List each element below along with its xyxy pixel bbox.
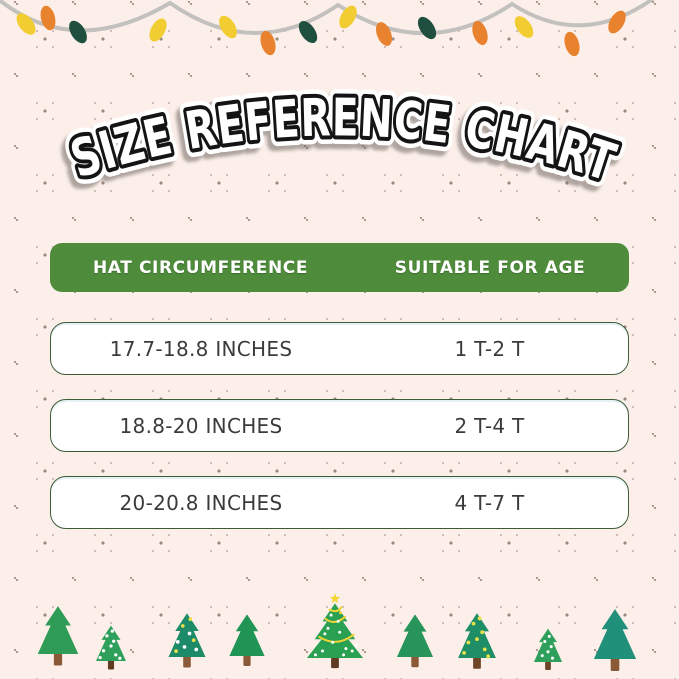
row-age-cell: 1 T-2 T [454,336,525,361]
christmas-tree-icon [96,625,126,670]
row-circumference-cell: 20-20.8 INCHES [119,490,283,515]
table-row: 17.7-18.8 INCHES 1 T-2 T [50,322,629,375]
row-age-cell: 2 T-4 T [454,413,525,438]
light-bulbs [16,5,626,57]
christmas-tree-icon [593,609,637,671]
christmas-tree-icon [458,613,496,669]
christmas-tree-icon [37,606,79,666]
light-bulb-icon [375,22,393,46]
christmas-tree-icon [396,614,434,668]
light-bulb-icon [608,10,626,34]
light-bulb-icon [40,5,56,31]
page-title: SIZE REFERENCE CHART SIZE REFERENCE CHAR… [56,80,631,202]
light-bulb-icon [417,16,437,40]
table-row: 20-20.8 INCHES 4 T-7 T [50,476,629,529]
christmas-lights-garland [0,0,655,57]
light-bulb-icon [472,20,488,46]
tree-garland [318,606,355,643]
table-header: HAT CIRCUMFERENCE SUITABLE FOR AGE [50,243,629,292]
title-fill-layer: SIZE REFERENCE CHART [64,88,622,193]
header-circumference: HAT CIRCUMFERENCE [92,257,309,278]
tree-row [37,593,637,671]
light-bulb-icon [219,15,237,39]
light-bulb-icon [339,5,357,29]
light-bulb-icon [149,18,167,42]
garland-string [0,0,655,36]
light-bulb-icon [260,30,276,56]
christmas-tree-icon [168,613,206,668]
row-circumference-cell: 17.7-18.8 INCHES [109,336,293,361]
christmas-tree-icon [229,614,265,666]
header-age: SUITABLE FOR AGE [394,257,586,278]
table-row: 18.8-20 INCHES 2 T-4 T [50,399,629,452]
row-circumference-cell: 18.8-20 INCHES [119,413,283,438]
decorated-christmas-tree-icon [306,593,364,669]
christmas-tree-icon [533,628,563,670]
light-bulb-icon [16,13,36,35]
row-age-cell: 4 T-7 T [454,490,525,515]
light-bulb-icon [298,21,318,43]
light-bulb-icon [69,20,87,44]
light-bulb-icon [564,31,580,57]
light-bulb-icon [514,16,534,38]
star-icon [329,593,341,604]
svg-text:SIZE REFERENCE CHART: SIZE REFERENCE CHART [64,88,623,193]
size-table: HAT CIRCUMFERENCE SUITABLE FOR AGE 17.7-… [50,243,629,553]
